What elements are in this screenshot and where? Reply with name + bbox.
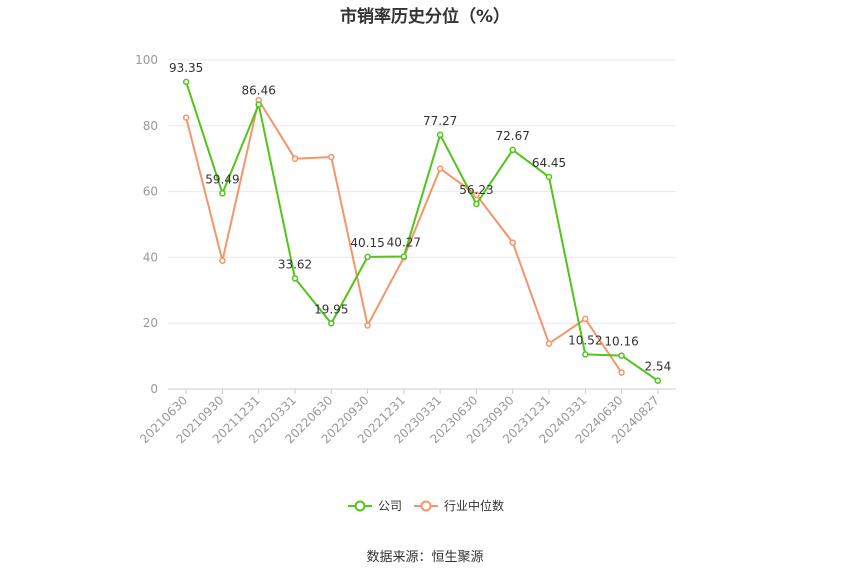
- data-label: 2.54: [644, 360, 671, 374]
- data-label: 56.23: [459, 183, 493, 197]
- grid-lines: [168, 59, 676, 390]
- data-point: [509, 146, 516, 154]
- data-label: 64.45: [532, 156, 566, 170]
- data-point: [255, 101, 262, 108]
- data-point: [328, 320, 335, 327]
- data-point: [473, 200, 480, 208]
- legend-marker: [354, 500, 366, 512]
- data-point: [582, 351, 589, 358]
- data-label: 86.46: [242, 84, 276, 98]
- data-point: [182, 78, 190, 86]
- data-point: [545, 340, 553, 347]
- legend-label: 行业中位数: [444, 498, 504, 513]
- data-label: 59.49: [205, 172, 239, 186]
- data-point: [618, 352, 625, 359]
- data-label: 10.16: [604, 335, 638, 349]
- data-point: [436, 165, 444, 172]
- data-label: 93.35: [169, 61, 203, 75]
- data-point: [654, 377, 662, 384]
- data-label: 77.27: [423, 114, 457, 128]
- data-point: [364, 322, 371, 329]
- data-point: [436, 131, 444, 139]
- data-point: [618, 369, 625, 376]
- y-tick-label: 40: [143, 250, 158, 264]
- axes: 0204060801002021063020210930202112312022…: [135, 53, 662, 446]
- data-label: 40.27: [387, 236, 421, 250]
- data-label: 40.15: [350, 236, 384, 250]
- data-label: 19.95: [314, 302, 348, 316]
- data-point: [219, 190, 226, 197]
- data-point: [364, 253, 371, 261]
- legend: 公司 行业中位数: [348, 498, 504, 513]
- data-point: [545, 173, 553, 181]
- y-tick-label: 80: [143, 119, 158, 133]
- data-point: [400, 253, 408, 260]
- data-label: 10.52: [568, 333, 602, 347]
- data-labels: 93.35 59.49 86.46 33.62 19.95 40.15 40.27 77.27…: [169, 61, 671, 374]
- series-lines: [182, 78, 662, 384]
- data-point: [291, 155, 299, 162]
- data-point: [473, 191, 480, 199]
- y-tick-label: 100: [135, 53, 158, 67]
- series-line: [185, 81, 659, 382]
- data-label: 33.62: [278, 257, 312, 271]
- chart-title: 市销率历史分位（%）: [339, 7, 511, 27]
- y-tick-label: 60: [143, 185, 158, 199]
- y-tick-label: 20: [143, 316, 158, 330]
- legend-label: 公司: [378, 499, 402, 513]
- data-point: [182, 114, 190, 121]
- data-point: [582, 315, 589, 323]
- legend-marker: [420, 500, 432, 512]
- y-tick-label: 0: [150, 382, 158, 396]
- data-point: [291, 275, 299, 282]
- data-point: [219, 257, 226, 264]
- data-point: [509, 239, 516, 246]
- source-note: 数据来源：恒生聚源: [366, 550, 484, 565]
- data-point: [328, 153, 335, 161]
- data-label: 72.67: [496, 129, 530, 143]
